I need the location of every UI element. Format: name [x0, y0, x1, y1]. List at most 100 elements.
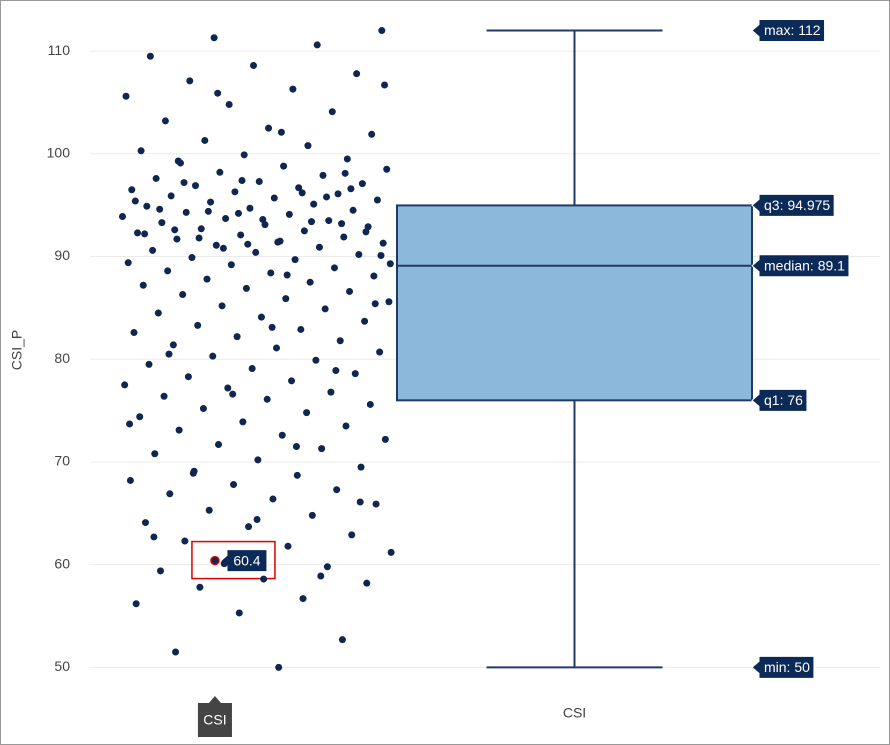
- point: [312, 356, 320, 364]
- point: [195, 234, 203, 242]
- point: [124, 259, 132, 267]
- point: [180, 179, 188, 187]
- stat-label: q1: 76: [751, 388, 808, 412]
- point: [376, 348, 384, 356]
- point: [272, 344, 280, 352]
- point: [126, 476, 134, 484]
- y-tick-label: 100: [47, 145, 71, 161]
- point: [278, 431, 286, 439]
- axis-hover-bg: [197, 696, 232, 737]
- point: [368, 130, 376, 138]
- point: [283, 271, 291, 279]
- point: [122, 92, 130, 100]
- point: [323, 193, 331, 201]
- point: [132, 600, 140, 608]
- point: [242, 284, 250, 292]
- point: [222, 215, 230, 223]
- point: [171, 226, 179, 234]
- point: [353, 70, 361, 78]
- point: [186, 77, 194, 85]
- point: [285, 210, 293, 218]
- point: [235, 609, 243, 617]
- point: [355, 250, 363, 258]
- point: [308, 511, 316, 519]
- y-axis-label: CSI_P: [9, 330, 25, 370]
- point: [372, 500, 380, 508]
- stat-label-bg: [751, 388, 808, 412]
- stat-label-text: q1: 76: [764, 392, 803, 408]
- point: [348, 531, 356, 539]
- point: [146, 52, 154, 60]
- point: [378, 27, 386, 35]
- point: [257, 313, 265, 321]
- point: [323, 563, 331, 571]
- point: [152, 174, 160, 182]
- point: [342, 422, 350, 430]
- stat-label-bg: [751, 655, 815, 679]
- point: [333, 486, 341, 494]
- point: [145, 360, 153, 368]
- point: [373, 196, 381, 204]
- point: [157, 567, 165, 575]
- point: [267, 269, 275, 277]
- point: [154, 309, 162, 317]
- point: [225, 101, 233, 109]
- point: [351, 370, 359, 378]
- point: [128, 186, 136, 194]
- point: [295, 184, 303, 192]
- point: [269, 495, 277, 503]
- point: [239, 418, 247, 426]
- point: [381, 435, 389, 443]
- point: [205, 506, 213, 514]
- point: [315, 243, 323, 251]
- point: [370, 272, 378, 280]
- point: [325, 217, 333, 225]
- point: [330, 264, 338, 272]
- point: [199, 405, 207, 413]
- stat-label: q3: 94.975: [751, 193, 835, 217]
- point: [214, 89, 222, 97]
- point: [189, 469, 197, 477]
- point: [274, 238, 282, 246]
- point: [229, 390, 237, 398]
- point: [204, 207, 212, 215]
- point: [141, 519, 149, 527]
- point: [293, 471, 301, 479]
- box: [396, 204, 753, 402]
- point: [280, 162, 288, 170]
- point: [318, 445, 326, 453]
- point: [224, 384, 232, 392]
- point: [259, 216, 267, 224]
- point: [210, 555, 220, 566]
- point: [250, 61, 258, 69]
- y-tick-label: 110: [48, 42, 71, 58]
- point: [291, 256, 299, 264]
- point: [356, 498, 364, 506]
- point: [173, 235, 181, 243]
- point: [118, 212, 126, 220]
- point: [289, 85, 297, 93]
- point: [277, 128, 285, 136]
- point: [139, 281, 147, 289]
- point: [137, 147, 145, 155]
- point: [136, 413, 144, 421]
- y-tick-label: 60: [54, 555, 70, 571]
- point: [184, 373, 192, 381]
- point: [174, 157, 182, 165]
- point: [161, 117, 169, 125]
- point: [240, 151, 248, 159]
- point: [341, 169, 349, 177]
- hover-label: 60.4: [233, 552, 260, 568]
- point: [357, 463, 365, 471]
- point: [134, 229, 142, 237]
- point: [220, 560, 228, 568]
- axis-hover-label: CSI: [203, 712, 226, 728]
- point: [275, 663, 283, 671]
- point: [150, 533, 158, 541]
- point: [297, 325, 305, 333]
- point: [255, 178, 263, 186]
- point: [182, 208, 190, 216]
- point: [284, 542, 292, 550]
- point: [349, 206, 357, 214]
